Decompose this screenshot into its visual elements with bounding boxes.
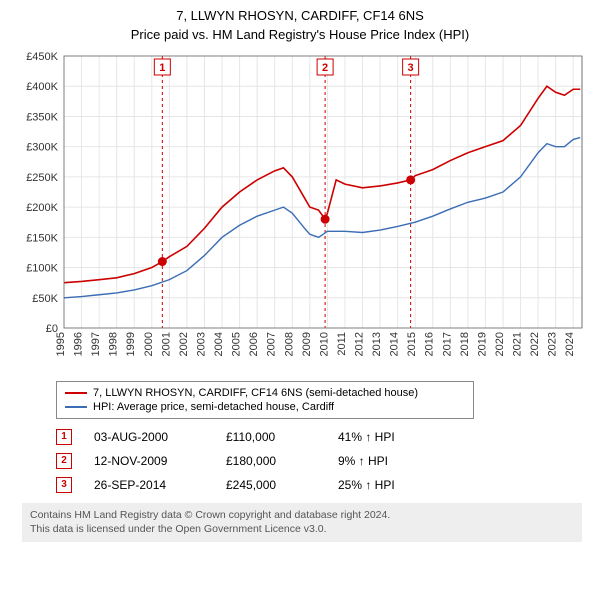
event-marker-icon: 3 [56,477,72,493]
legend-row-hpi: HPI: Average price, semi-detached house,… [65,400,465,414]
legend-swatch-hpi [65,406,87,408]
svg-text:2002: 2002 [178,332,190,356]
svg-text:3: 3 [408,62,414,74]
svg-text:1998: 1998 [108,332,120,356]
svg-text:2000: 2000 [143,332,155,356]
svg-text:£300K: £300K [26,142,58,154]
chart-title-line2: Price paid vs. HM Land Registry's House … [12,27,588,42]
svg-text:2001: 2001 [160,332,172,356]
event-row: 1 03-AUG-2000 £110,000 41% ↑ HPI [56,425,588,449]
svg-text:2023: 2023 [547,332,559,356]
svg-text:2016: 2016 [424,332,436,356]
svg-text:£350K: £350K [26,111,58,123]
svg-text:2004: 2004 [213,332,225,356]
svg-text:2021: 2021 [512,332,524,356]
legend-row-property: 7, LLWYN RHOSYN, CARDIFF, CF14 6NS (semi… [65,386,465,400]
footer-line2: This data is licensed under the Open Gov… [30,523,574,537]
svg-text:2019: 2019 [476,332,488,356]
svg-text:2014: 2014 [389,332,401,356]
legend-label-hpi: HPI: Average price, semi-detached house,… [93,401,334,413]
svg-text:£50K: £50K [32,293,58,305]
svg-text:2018: 2018 [459,332,471,356]
event-date: 03-AUG-2000 [94,430,204,444]
event-marker-icon: 2 [56,453,72,469]
event-delta: 25% ↑ HPI [338,478,438,492]
svg-text:2012: 2012 [354,332,366,356]
svg-text:1: 1 [159,62,165,74]
event-price: £245,000 [226,478,316,492]
event-row: 2 12-NOV-2009 £180,000 9% ↑ HPI [56,449,588,473]
svg-text:2005: 2005 [231,332,243,356]
svg-text:2020: 2020 [494,332,506,356]
footer-line1: Contains HM Land Registry data © Crown c… [30,509,574,523]
svg-text:2006: 2006 [248,332,260,356]
event-row: 3 26-SEP-2014 £245,000 25% ↑ HPI [56,473,588,497]
svg-text:1995: 1995 [55,332,67,356]
event-price: £110,000 [226,430,316,444]
svg-text:2007: 2007 [266,332,278,356]
svg-text:£250K: £250K [26,172,58,184]
chart-area: £0£50K£100K£150K£200K£250K£300K£350K£400… [12,48,588,378]
svg-text:£400K: £400K [26,81,58,93]
svg-text:2: 2 [322,62,328,74]
svg-text:2011: 2011 [336,332,348,356]
legend-swatch-property [65,392,87,394]
legend-label-property: 7, LLWYN RHOSYN, CARDIFF, CF14 6NS (semi… [93,387,418,399]
svg-text:1997: 1997 [90,332,102,356]
event-delta: 9% ↑ HPI [338,454,438,468]
svg-text:2024: 2024 [564,332,576,356]
svg-text:1996: 1996 [73,332,85,356]
event-price: £180,000 [226,454,316,468]
svg-text:£100K: £100K [26,262,58,274]
svg-text:2003: 2003 [195,332,207,356]
svg-text:2013: 2013 [371,332,383,356]
svg-text:2008: 2008 [283,332,295,356]
events-list: 1 03-AUG-2000 £110,000 41% ↑ HPI 2 12-NOV-200… [56,425,588,497]
svg-text:2022: 2022 [529,332,541,356]
chart-title-line1: 7, LLWYN RHOSYN, CARDIFF, CF14 6NS [12,8,588,25]
event-marker-icon: 1 [56,429,72,445]
event-delta: 41% ↑ HPI [338,430,438,444]
svg-text:£150K: £150K [26,232,58,244]
svg-text:2009: 2009 [301,332,313,356]
svg-text:1999: 1999 [125,332,137,356]
svg-text:2015: 2015 [406,332,418,356]
svg-text:£450K: £450K [26,51,58,63]
footer-note: Contains HM Land Registry data © Crown c… [22,503,582,542]
event-date: 26-SEP-2014 [94,478,204,492]
svg-text:2010: 2010 [318,332,330,356]
line-chart-svg: £0£50K£100K£150K£200K£250K£300K£350K£400… [12,48,588,378]
event-date: 12-NOV-2009 [94,454,204,468]
legend: 7, LLWYN RHOSYN, CARDIFF, CF14 6NS (semi… [56,381,474,419]
svg-text:2017: 2017 [441,332,453,356]
svg-text:£200K: £200K [26,202,58,214]
